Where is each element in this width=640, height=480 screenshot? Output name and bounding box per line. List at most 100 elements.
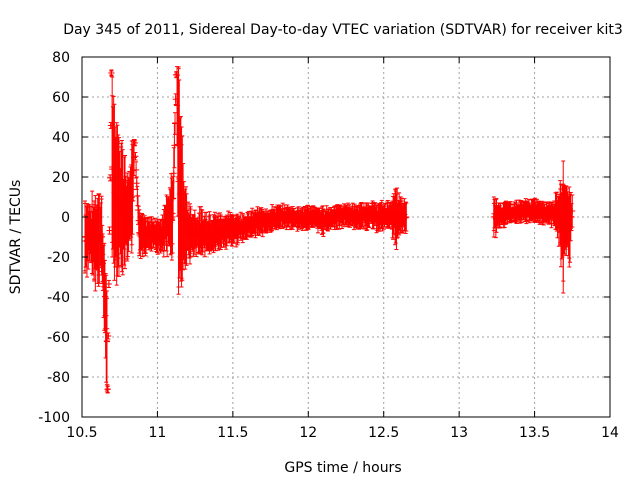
y-axis-title: SDTVAR / TECUs xyxy=(8,180,24,295)
chart-title: Day 345 of 2011, Sidereal Day-to-day VTE… xyxy=(63,22,623,38)
data-point xyxy=(86,204,93,262)
data-point xyxy=(105,332,112,340)
y-tick-label: 20 xyxy=(52,170,70,186)
y-tick-label: -60 xyxy=(47,330,70,346)
data-point xyxy=(513,202,520,224)
data-point xyxy=(103,290,110,392)
data-point xyxy=(403,202,410,232)
data-point xyxy=(492,199,499,239)
data-point xyxy=(376,204,383,230)
data-point xyxy=(112,126,119,268)
data-point xyxy=(232,217,239,239)
data-point xyxy=(95,194,102,276)
data-point xyxy=(169,180,176,254)
data-point xyxy=(128,140,135,254)
data-point xyxy=(175,66,182,288)
data-point xyxy=(214,216,221,246)
data-point xyxy=(343,204,349,226)
data-point xyxy=(554,200,561,239)
x-tick-label: 13.5 xyxy=(519,425,550,441)
x-tick-label: 10.5 xyxy=(66,425,97,441)
data-point xyxy=(131,140,138,146)
data-point xyxy=(402,201,409,234)
data-point xyxy=(308,206,315,228)
data-point xyxy=(133,176,140,190)
data-point xyxy=(178,126,185,288)
data-point xyxy=(392,190,399,244)
data-point xyxy=(229,214,236,244)
x-axis-title: GPS time / hours xyxy=(284,460,401,476)
y-tick-label: 80 xyxy=(52,50,70,66)
data-point xyxy=(187,208,194,258)
tick-labels: 10.5 11 11.5 12 12.5 13 13.5 14 -100 -80 -60 -40 -20… xyxy=(38,50,619,441)
x-tick-label: 12.5 xyxy=(368,425,399,441)
data-point xyxy=(386,202,393,228)
x-tick-label: 13 xyxy=(450,425,468,441)
data-point xyxy=(569,194,576,228)
data-point xyxy=(98,198,105,276)
data-point xyxy=(109,76,116,258)
y-tick-label: 0 xyxy=(61,210,70,226)
plot-frame xyxy=(81,56,611,418)
y-tick-label: -100 xyxy=(38,410,70,426)
data-point xyxy=(563,186,570,248)
data-point xyxy=(136,212,143,254)
data-point xyxy=(396,201,403,231)
data-point xyxy=(103,274,110,383)
data-point xyxy=(173,72,180,78)
data-point xyxy=(118,139,125,273)
data-point xyxy=(490,196,497,238)
data-point xyxy=(227,214,234,240)
data-point xyxy=(108,70,115,76)
data-point xyxy=(365,202,372,228)
data-point xyxy=(553,191,560,232)
y-tick-label: -80 xyxy=(47,370,70,386)
data-point xyxy=(82,200,89,274)
data-point xyxy=(203,211,210,252)
data-point xyxy=(320,208,327,234)
data-point xyxy=(124,172,131,262)
axis-ticks xyxy=(81,56,611,418)
data-point xyxy=(560,160,567,294)
data-point xyxy=(196,212,203,254)
data-point xyxy=(121,156,128,266)
data-point xyxy=(297,208,304,230)
data-point xyxy=(142,220,149,254)
y-tick-label: 60 xyxy=(52,90,70,106)
x-tick-label: 11 xyxy=(149,425,167,441)
data-point xyxy=(217,214,224,248)
data-point xyxy=(132,152,139,161)
data-point xyxy=(183,193,190,266)
data-point xyxy=(551,200,558,226)
data-point xyxy=(496,202,503,228)
data-point xyxy=(186,203,193,265)
data-series xyxy=(82,66,576,394)
data-point xyxy=(181,190,188,264)
data-point xyxy=(163,194,170,252)
data-point xyxy=(104,384,111,394)
data-point xyxy=(170,147,177,200)
data-point xyxy=(157,220,164,254)
x-tick-label: 12 xyxy=(299,425,317,441)
y-tick-label: -40 xyxy=(47,290,70,306)
data-point xyxy=(105,279,112,289)
data-point xyxy=(543,202,550,224)
data-point xyxy=(133,161,140,179)
data-point xyxy=(223,216,230,250)
data-point xyxy=(252,210,259,236)
x-tick-label: 11.5 xyxy=(217,425,248,441)
y-tick-label: -20 xyxy=(47,250,70,266)
data-point xyxy=(534,200,541,222)
data-point xyxy=(353,206,360,228)
data-point xyxy=(118,146,125,268)
data-point xyxy=(240,214,247,240)
data-point xyxy=(275,206,282,228)
data-point xyxy=(115,134,122,268)
data-point xyxy=(504,202,511,224)
data-point xyxy=(106,226,113,235)
x-tick-label: 14 xyxy=(601,425,619,441)
data-point xyxy=(398,200,405,234)
data-point xyxy=(99,224,106,284)
